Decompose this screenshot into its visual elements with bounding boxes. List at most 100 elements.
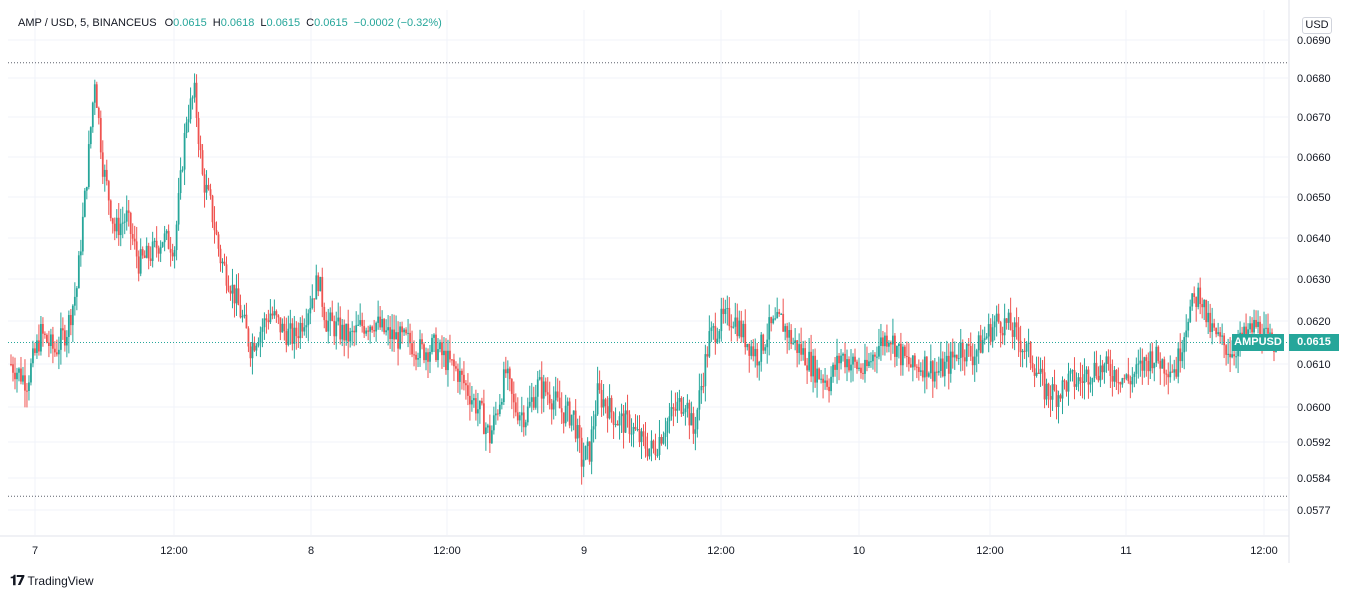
candle-body (500, 402, 503, 405)
candle-body (1171, 371, 1174, 373)
candle-body (696, 409, 699, 430)
candle-body (1163, 359, 1166, 374)
candle-body (81, 216, 84, 252)
candle-body (65, 336, 68, 346)
candle-body (899, 343, 902, 366)
candle-body (933, 371, 936, 382)
candle-body (435, 334, 437, 361)
candle-body (941, 358, 944, 377)
candle-body (163, 233, 166, 243)
candle-body (259, 331, 262, 344)
low-label: L (260, 17, 267, 29)
candle-body (947, 355, 950, 374)
candle-body (38, 340, 40, 352)
close-value: 0.0615 (314, 17, 348, 29)
candle-body (343, 324, 346, 341)
candle-body (648, 448, 651, 457)
candle-body (413, 354, 415, 356)
candle-body (1255, 319, 1257, 327)
candle-body (750, 346, 753, 356)
candle-body (1077, 377, 1080, 385)
candle-body (909, 364, 912, 368)
candle-body (959, 342, 962, 359)
candle-body (85, 187, 88, 191)
candle-body (510, 379, 513, 394)
candle-body (504, 369, 507, 374)
candle-body (409, 332, 411, 344)
candle-body (1233, 354, 1235, 357)
candle-body (267, 320, 270, 323)
candle-body (1251, 323, 1253, 333)
candle-body (888, 342, 890, 347)
candle-body (828, 386, 830, 392)
candle-body (1011, 330, 1014, 337)
candle-body (1265, 327, 1267, 329)
candle-body (606, 406, 609, 419)
candle-body (1221, 335, 1224, 337)
candle-body (391, 329, 393, 340)
candle-body (441, 342, 443, 356)
candle-body (105, 169, 108, 182)
tradingview-branding[interactable]: 𝟏𝟳 TradingView (10, 572, 94, 589)
candle-body (87, 144, 90, 188)
candle-body (540, 377, 543, 399)
candle-body (788, 330, 791, 338)
candle-body (564, 405, 567, 424)
candle-body (692, 413, 695, 434)
candle-body (26, 390, 28, 392)
candle-body (1017, 327, 1020, 341)
high-value: 0.0618 (220, 17, 255, 29)
candle-body (239, 304, 242, 318)
candle-body (921, 370, 924, 378)
candle-body (377, 316, 380, 323)
candle-body (257, 343, 260, 346)
candle-body (905, 356, 908, 358)
candle-body (431, 337, 433, 352)
candle-body (1121, 378, 1124, 385)
candle-body (774, 318, 777, 320)
candle-body (686, 402, 689, 409)
candle-body (445, 350, 447, 371)
candle-body (778, 311, 781, 314)
candle-body (582, 459, 585, 467)
candle-body (1141, 360, 1144, 371)
candle-body (311, 298, 314, 308)
candle-body (576, 425, 579, 439)
candle-body (971, 356, 974, 366)
candle-body (646, 448, 649, 457)
candle-body (421, 339, 423, 345)
candle-body (939, 358, 942, 371)
candle-body (1023, 350, 1026, 352)
candle-body (1217, 332, 1220, 335)
candle-body (1119, 382, 1122, 385)
candle-body (83, 190, 86, 217)
candle-body (1115, 370, 1118, 383)
candle-body (878, 345, 880, 357)
candle-body (770, 317, 773, 324)
candle-body (870, 361, 872, 363)
candle-body (494, 413, 497, 416)
candle-body (1105, 356, 1108, 364)
candle-body (760, 334, 763, 362)
candle-body (1209, 312, 1212, 332)
candle-body (307, 313, 310, 326)
candle-body (289, 323, 292, 329)
candle-body (1191, 293, 1194, 307)
candle-body (91, 102, 94, 128)
candle-body (50, 334, 52, 346)
candle-body (614, 423, 617, 425)
candle-body (762, 334, 765, 351)
symbol-title[interactable]: AMP / USD, 5, BINANCEUS (18, 17, 157, 29)
price-tick-label: 0.0690 (1297, 35, 1331, 47)
candle-body (544, 381, 547, 393)
candle-body (913, 355, 916, 367)
currency-button[interactable]: USD (1302, 17, 1332, 34)
candle-body (10, 364, 12, 365)
candle-body (223, 261, 226, 265)
candle-body (822, 378, 824, 383)
candle-body (516, 412, 519, 421)
candle-body (973, 356, 976, 366)
candle-body (287, 328, 290, 345)
candle-body (401, 326, 403, 333)
